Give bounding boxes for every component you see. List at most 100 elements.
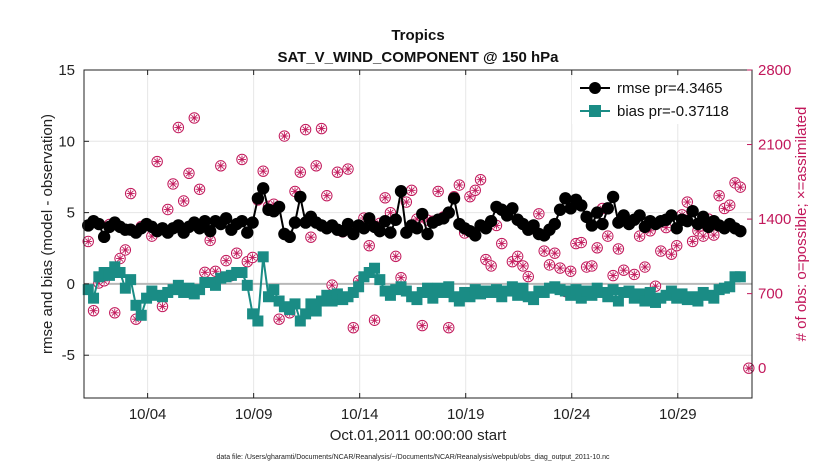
rmse-point bbox=[389, 213, 402, 226]
bias-point bbox=[443, 281, 455, 293]
y-tick-label: 10 bbox=[58, 133, 75, 150]
bias-point bbox=[194, 284, 206, 296]
obs-count-point bbox=[119, 244, 132, 256]
bias-point bbox=[305, 298, 317, 310]
bias-point bbox=[490, 284, 502, 296]
y-tick-label: 15 bbox=[58, 62, 75, 79]
bias-point bbox=[384, 289, 396, 301]
bias-point bbox=[676, 288, 688, 300]
rmse-point bbox=[484, 214, 498, 228]
obs-count-point bbox=[342, 163, 354, 175]
rmse-point bbox=[665, 209, 678, 222]
obs-count-point bbox=[273, 313, 285, 325]
bias-point bbox=[427, 292, 439, 304]
bias-point bbox=[464, 291, 476, 303]
bias-point bbox=[241, 279, 253, 291]
bias-point bbox=[321, 289, 333, 301]
bias-point bbox=[172, 279, 184, 291]
rmse-point bbox=[256, 182, 270, 195]
rmse-point bbox=[272, 200, 286, 214]
rmse-point bbox=[410, 222, 424, 235]
bias-point bbox=[665, 285, 677, 297]
y-tick-label: 0 bbox=[67, 276, 75, 293]
obs-count-point bbox=[734, 181, 747, 193]
obs-count-point bbox=[162, 203, 174, 216]
obs-count-point bbox=[405, 184, 418, 197]
rmse-point bbox=[97, 230, 111, 244]
obs-count-point bbox=[655, 245, 667, 257]
bias-point bbox=[103, 269, 115, 281]
rmse-point bbox=[341, 217, 355, 231]
bias-point bbox=[586, 289, 598, 301]
obs-count-point bbox=[485, 260, 497, 272]
rmse-point bbox=[548, 217, 561, 231]
rmse-point bbox=[447, 192, 461, 205]
obs-count-point bbox=[321, 189, 333, 202]
bias-point bbox=[130, 299, 142, 311]
bias-point bbox=[88, 292, 100, 304]
bias-point bbox=[119, 282, 131, 294]
bias-point bbox=[257, 251, 269, 263]
bias-point bbox=[262, 291, 274, 303]
legend-bias-marker bbox=[589, 105, 601, 117]
x-tick-label: 10/14 bbox=[341, 406, 379, 423]
rmse-point bbox=[575, 199, 588, 212]
bias-point bbox=[353, 281, 365, 293]
obs-count-point bbox=[416, 319, 428, 332]
bias-point bbox=[141, 292, 153, 304]
x-tick-label: 10/24 bbox=[553, 406, 591, 423]
rmse-point bbox=[606, 190, 620, 204]
rmse-point bbox=[421, 227, 434, 241]
obs-count-point bbox=[628, 268, 641, 281]
obs-count-point bbox=[236, 153, 248, 166]
rmse-series bbox=[82, 182, 747, 244]
obs-count-point bbox=[172, 121, 185, 134]
bias-point bbox=[517, 282, 529, 294]
obs-count-point bbox=[363, 240, 375, 252]
bias-point bbox=[570, 284, 582, 296]
rmse-point bbox=[357, 222, 371, 235]
obs-count-point bbox=[713, 189, 725, 202]
bias-point bbox=[252, 315, 264, 327]
bias-point bbox=[114, 267, 126, 279]
bias-point bbox=[135, 309, 147, 321]
bias-point bbox=[310, 305, 322, 317]
bias-point bbox=[644, 286, 656, 298]
rmse-point bbox=[283, 230, 296, 244]
y-tick-label: 5 bbox=[67, 205, 75, 222]
y2-tick-label: 0 bbox=[758, 360, 766, 377]
rmse-point bbox=[601, 202, 614, 215]
obs-count-point bbox=[315, 122, 328, 135]
obs-count-point bbox=[220, 254, 232, 267]
obs-count-point bbox=[215, 160, 227, 172]
bias-point bbox=[284, 304, 296, 316]
bias-point bbox=[437, 286, 449, 298]
rmse-point bbox=[681, 214, 694, 228]
legend-rmse-marker bbox=[589, 82, 601, 94]
bias-point bbox=[347, 286, 359, 298]
rmse-point bbox=[734, 224, 747, 238]
rmse-point bbox=[294, 190, 307, 204]
bias-point bbox=[289, 298, 301, 310]
obs-count-point bbox=[278, 130, 291, 142]
x-tick-label: 10/04 bbox=[129, 406, 167, 423]
obs-count-point bbox=[549, 247, 561, 259]
obs-count-point bbox=[686, 235, 699, 248]
bias-point bbox=[607, 284, 619, 296]
rmse-point bbox=[373, 224, 387, 238]
obs-count-point bbox=[368, 314, 381, 326]
bias-point bbox=[565, 289, 577, 301]
obs-count-point bbox=[246, 251, 259, 264]
rmse-point bbox=[394, 185, 408, 198]
y2-tick-label: 1400 bbox=[758, 211, 791, 228]
obs-count-point bbox=[639, 261, 651, 273]
x-tick-label: 10/29 bbox=[659, 406, 697, 423]
obs-count-point bbox=[305, 231, 317, 243]
rmse-point bbox=[288, 216, 302, 229]
obs-count-point bbox=[538, 245, 550, 257]
chart-subtitle: SAT_V_WIND_COMPONENT @ 150 hPa bbox=[277, 49, 559, 66]
bias-point bbox=[326, 295, 338, 307]
x-tick-label: 10/09 bbox=[235, 406, 273, 423]
obs-count-point bbox=[575, 236, 587, 249]
